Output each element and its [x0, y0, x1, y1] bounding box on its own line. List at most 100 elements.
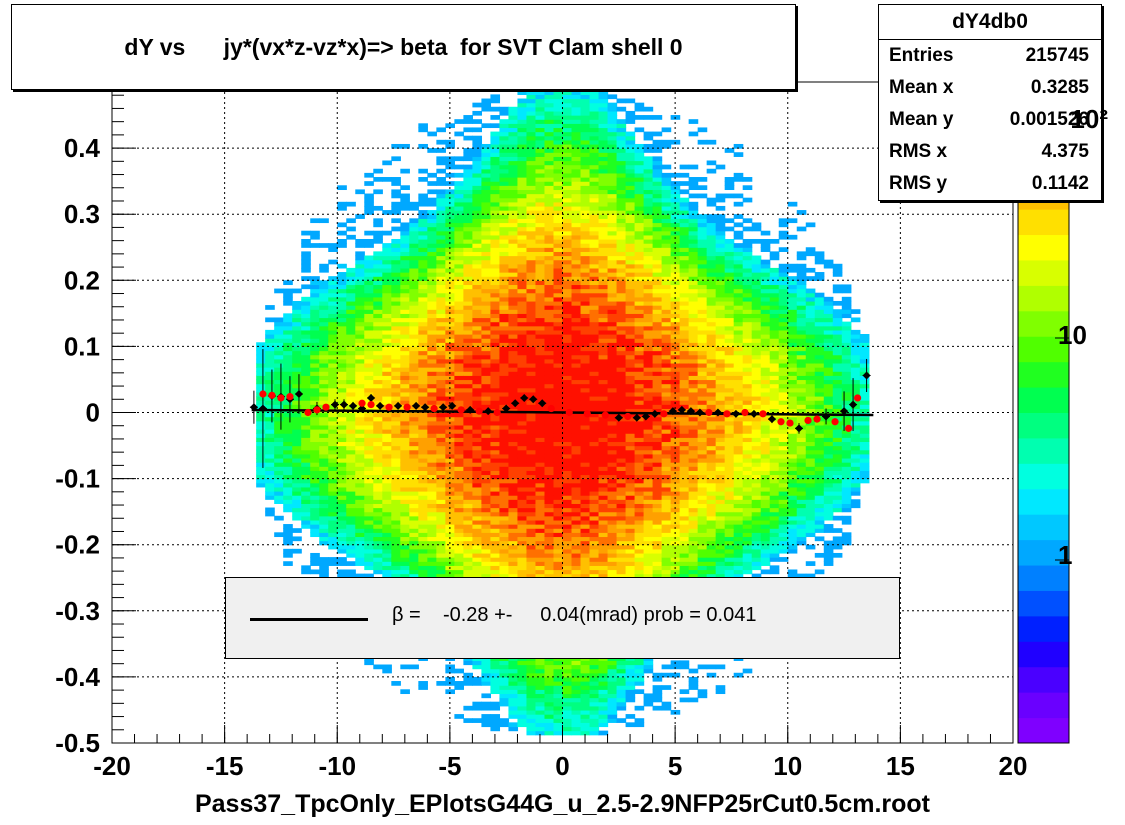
- heatmap-cell: [544, 701, 555, 707]
- heatmap-cell: [310, 296, 320, 302]
- heatmap-cell: [616, 247, 627, 252]
- heatmap-cell: [490, 705, 501, 711]
- heatmap-cell: [481, 565, 492, 571]
- heatmap-cell: [355, 416, 365, 422]
- heatmap-cell: [301, 507, 311, 513]
- heatmap-cell: [472, 197, 483, 203]
- heatmap-cell: [319, 416, 329, 422]
- heatmap-cell: [355, 482, 365, 488]
- heatmap-cell: [418, 371, 428, 376]
- heatmap-cell: [391, 255, 401, 261]
- heatmap-cell: [391, 552, 401, 558]
- heatmap-cell: [598, 519, 609, 525]
- heatmap-cell: [580, 400, 591, 405]
- heatmap-cell: [571, 714, 582, 719]
- heatmap-cell: [580, 528, 591, 533]
- heatmap-cell: [454, 185, 464, 191]
- heatmap-cell: [607, 433, 618, 438]
- heatmap-cell: [535, 272, 546, 277]
- heatmap-cell: [445, 552, 455, 558]
- heatmap-cell: [499, 334, 510, 339]
- heatmap-cell: [409, 375, 419, 381]
- heatmap-cell: [436, 429, 446, 434]
- heatmap-cell: [391, 565, 401, 571]
- heatmap-cell: [562, 90, 573, 95]
- heatmap-cell: [517, 499, 528, 504]
- heatmap-cell: [427, 420, 437, 426]
- heatmap-cell: [454, 552, 464, 558]
- heatmap-cell: [580, 383, 591, 389]
- heatmap-cell: [598, 305, 609, 310]
- heatmap-cell: [616, 338, 627, 343]
- heatmap-cell: [382, 309, 392, 314]
- heatmap-cell: [634, 478, 645, 484]
- heatmap-cell: [553, 490, 564, 496]
- heatmap-cell: [571, 705, 582, 711]
- heatmap-cell: [355, 499, 365, 504]
- heatmap-cell: [499, 383, 510, 389]
- heatmap-cell: [499, 400, 510, 405]
- heatmap-cell: [616, 218, 627, 224]
- heatmap-cell: [283, 383, 293, 389]
- heatmap-cell: [454, 685, 464, 690]
- heatmap-cell: [625, 515, 636, 521]
- heatmap-cell: [454, 457, 464, 463]
- heatmap-cell: [562, 325, 573, 331]
- heatmap-cell: [643, 478, 654, 484]
- heatmap-cell: [589, 457, 600, 463]
- heatmap-cell: [373, 259, 383, 265]
- heatmap-cell: [346, 453, 356, 459]
- heatmap-cell: [571, 424, 582, 430]
- heatmap-cell: [526, 123, 537, 129]
- heatmap-cell: [301, 296, 311, 302]
- heatmap-cell: [463, 490, 473, 496]
- heatmap-cell: [562, 722, 573, 728]
- heatmap-cell: [490, 94, 501, 100]
- heatmap-cell: [616, 276, 627, 281]
- heatmap-cell: [481, 395, 492, 401]
- heatmap-cell: [553, 172, 564, 178]
- heatmap-cell: [319, 441, 329, 447]
- heatmap-cell: [553, 503, 564, 509]
- heatmap-cell: [463, 317, 473, 323]
- heatmap-cell: [499, 189, 510, 195]
- heatmap-cell: [535, 201, 546, 207]
- heatmap-cell: [463, 115, 473, 120]
- heatmap-cell: [382, 544, 392, 550]
- heatmap-cell: [499, 408, 510, 414]
- heatmap-cell: [328, 482, 338, 488]
- heatmap-cell: [535, 544, 546, 550]
- heatmap-cell: [481, 519, 492, 525]
- heatmap-cell: [580, 119, 591, 124]
- heatmap-cell: [589, 313, 600, 319]
- heatmap-cell: [544, 110, 555, 116]
- heatmap-cell: [544, 292, 555, 298]
- heatmap-cell: [364, 552, 374, 558]
- heatmap-cell: [328, 276, 338, 281]
- heatmap-cell: [481, 722, 492, 728]
- heatmap-cell: [328, 519, 338, 525]
- heatmap-cell: [490, 143, 501, 149]
- heatmap-cell: [274, 371, 284, 376]
- heatmap-cell: [553, 226, 564, 232]
- heatmap-cell: [418, 247, 428, 252]
- heatmap-cell: [607, 102, 618, 108]
- heatmap-cell: [526, 449, 537, 455]
- heatmap-cell: [391, 156, 401, 162]
- heatmap-cell: [481, 152, 492, 157]
- heatmap-cell: [526, 524, 537, 529]
- heatmap-cell: [634, 296, 645, 302]
- heatmap-cell: [292, 445, 302, 451]
- heatmap-cell: [382, 474, 392, 480]
- heatmap-cell: [499, 511, 510, 517]
- heatmap-cell: [463, 395, 473, 401]
- heatmap-cell: [337, 532, 347, 538]
- heatmap-cell: [517, 272, 528, 277]
- heatmap-cell: [355, 429, 365, 434]
- heatmap-cell: [310, 243, 320, 248]
- heatmap-cell: [589, 222, 600, 228]
- heatmap-cell: [508, 664, 519, 670]
- heatmap-cell: [535, 234, 546, 240]
- heatmap-cell: [499, 135, 510, 141]
- heatmap-cell: [580, 486, 591, 492]
